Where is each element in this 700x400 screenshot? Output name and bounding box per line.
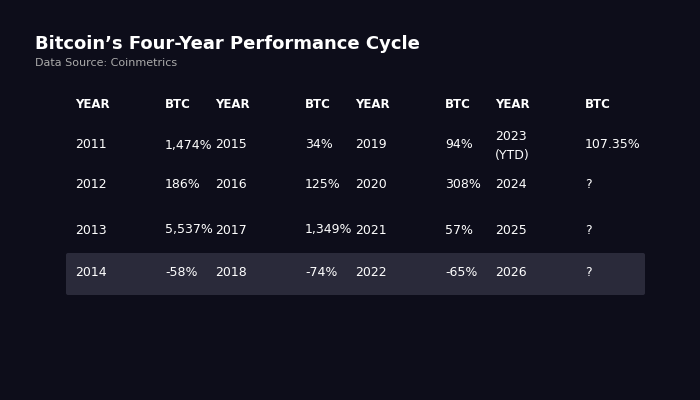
Text: 2014: 2014: [75, 266, 106, 278]
Text: 186%: 186%: [165, 178, 201, 192]
Text: 34%: 34%: [305, 138, 332, 152]
Text: 2018: 2018: [215, 266, 246, 278]
Text: YEAR: YEAR: [355, 98, 390, 112]
Text: BTC: BTC: [585, 98, 611, 112]
Text: 2011: 2011: [75, 138, 106, 152]
Text: 1,474%: 1,474%: [165, 138, 213, 152]
Text: ?: ?: [585, 224, 591, 236]
Text: 2023: 2023: [495, 130, 526, 144]
Text: 2015: 2015: [215, 138, 246, 152]
Text: 2012: 2012: [75, 178, 106, 192]
Text: 2024: 2024: [495, 178, 526, 192]
Text: 2020: 2020: [355, 178, 386, 192]
Text: 57%: 57%: [445, 224, 473, 236]
Text: 5,537%: 5,537%: [165, 224, 213, 236]
Text: BTC: BTC: [305, 98, 331, 112]
Text: 2025: 2025: [495, 224, 526, 236]
Text: 2021: 2021: [355, 224, 386, 236]
FancyBboxPatch shape: [346, 253, 505, 295]
Text: 2016: 2016: [215, 178, 246, 192]
Text: 125%: 125%: [305, 178, 341, 192]
Text: BTC: BTC: [165, 98, 191, 112]
Text: YEAR: YEAR: [215, 98, 250, 112]
Text: BTC: BTC: [445, 98, 471, 112]
FancyBboxPatch shape: [486, 253, 645, 295]
Text: ?: ?: [585, 266, 591, 278]
Text: 2013: 2013: [75, 224, 106, 236]
Text: 2026: 2026: [495, 266, 526, 278]
Text: -74%: -74%: [305, 266, 337, 278]
Text: 2019: 2019: [355, 138, 386, 152]
Text: 308%: 308%: [445, 178, 481, 192]
Text: (YTD): (YTD): [495, 148, 530, 162]
FancyBboxPatch shape: [66, 253, 225, 295]
Text: 1,349%: 1,349%: [305, 224, 353, 236]
Text: Data Source: Coinmetrics: Data Source: Coinmetrics: [35, 58, 177, 68]
Text: 2017: 2017: [215, 224, 246, 236]
Text: 2022: 2022: [355, 266, 386, 278]
Text: 107.35%: 107.35%: [585, 138, 640, 152]
Text: -58%: -58%: [165, 266, 197, 278]
Text: ?: ?: [585, 178, 591, 192]
Text: -65%: -65%: [445, 266, 477, 278]
FancyBboxPatch shape: [206, 253, 365, 295]
Text: Bitcoin’s Four-Year Performance Cycle: Bitcoin’s Four-Year Performance Cycle: [35, 35, 420, 53]
Text: YEAR: YEAR: [75, 98, 110, 112]
Text: YEAR: YEAR: [495, 98, 530, 112]
Text: 94%: 94%: [445, 138, 472, 152]
